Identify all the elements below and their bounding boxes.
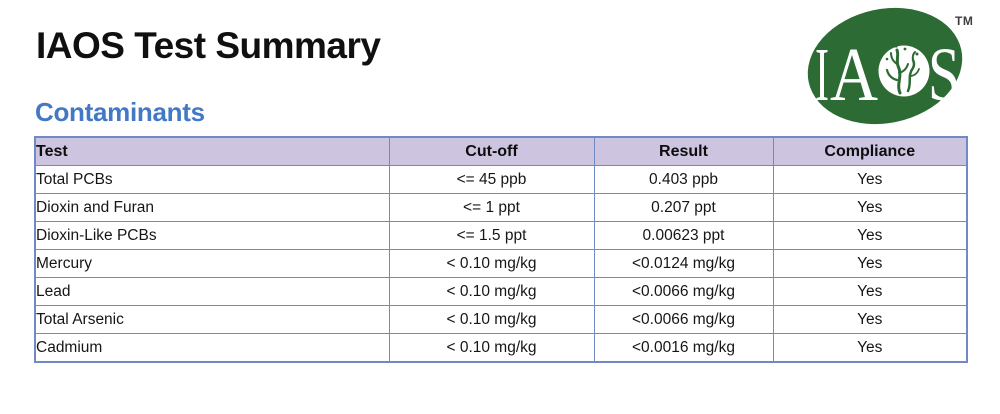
- table-row: Cadmium < 0.10 mg/kg <0.0016 mg/kg Yes: [34, 333, 968, 363]
- cell-test: Cadmium: [34, 333, 390, 363]
- cell-cutoff: < 0.10 mg/kg: [388, 305, 595, 334]
- column-header-compliance: Compliance: [772, 136, 968, 166]
- cell-compliance: Yes: [772, 221, 968, 250]
- table-row: Lead < 0.10 mg/kg <0.0066 mg/kg Yes: [34, 277, 968, 306]
- column-header-result: Result: [593, 136, 774, 166]
- contaminants-table: Test Cut-off Result Compliance Total PCB…: [34, 136, 968, 363]
- section-heading: Contaminants: [35, 97, 205, 127]
- iaos-logo-graphic: I A S TM: [807, 7, 973, 125]
- table-row: Total PCBs <= 45 ppb 0.403 ppb Yes: [34, 165, 968, 194]
- cell-result: <0.0066 mg/kg: [593, 277, 774, 306]
- logo-letter-a: A: [830, 33, 878, 117]
- table-row: Dioxin-Like PCBs <= 1.5 ppt 0.00623 ppt …: [34, 221, 968, 250]
- cell-result: <0.0124 mg/kg: [593, 249, 774, 278]
- cell-cutoff: <= 45 ppb: [388, 165, 595, 194]
- cell-compliance: Yes: [772, 249, 968, 278]
- logo-letter-s: S: [928, 33, 960, 117]
- seaweed-illustration: [885, 44, 920, 95]
- cell-result: <0.0016 mg/kg: [593, 333, 774, 363]
- column-header-cutoff: Cut-off: [388, 136, 595, 166]
- trademark-symbol: TM: [955, 14, 973, 28]
- header-row: Test Cut-off Result Compliance: [34, 136, 968, 166]
- cell-test: Dioxin and Furan: [34, 193, 390, 222]
- cell-compliance: Yes: [772, 165, 968, 194]
- table-row: Dioxin and Furan <= 1 ppt 0.207 ppt Yes: [34, 193, 968, 222]
- cell-compliance: Yes: [772, 333, 968, 363]
- cell-test: Total PCBs: [34, 165, 390, 194]
- cell-cutoff: < 0.10 mg/kg: [388, 333, 595, 363]
- cell-compliance: Yes: [772, 305, 968, 334]
- cell-compliance: Yes: [772, 193, 968, 222]
- cell-result: 0.00623 ppt: [593, 221, 774, 250]
- column-header-test: Test: [34, 136, 390, 166]
- cell-result: 0.403 ppb: [593, 165, 774, 194]
- cell-test: Mercury: [34, 249, 390, 278]
- iaos-logo: I A S TM: [797, 2, 981, 132]
- cell-cutoff: < 0.10 mg/kg: [388, 249, 595, 278]
- cell-cutoff: <= 1.5 ppt: [388, 221, 595, 250]
- logo-letter-i: I: [815, 33, 829, 117]
- page-title: IAOS Test Summary: [36, 25, 381, 66]
- table-row: Total Arsenic < 0.10 mg/kg <0.0066 mg/kg…: [34, 305, 968, 334]
- table-row: Mercury < 0.10 mg/kg <0.0124 mg/kg Yes: [34, 249, 968, 278]
- cell-compliance: Yes: [772, 277, 968, 306]
- cell-test: Lead: [34, 277, 390, 306]
- cell-test: Total Arsenic: [34, 305, 390, 334]
- cell-result: <0.0066 mg/kg: [593, 305, 774, 334]
- cell-cutoff: <= 1 ppt: [388, 193, 595, 222]
- cell-result: 0.207 ppt: [593, 193, 774, 222]
- cell-cutoff: < 0.10 mg/kg: [388, 277, 595, 306]
- cell-test: Dioxin-Like PCBs: [34, 221, 390, 250]
